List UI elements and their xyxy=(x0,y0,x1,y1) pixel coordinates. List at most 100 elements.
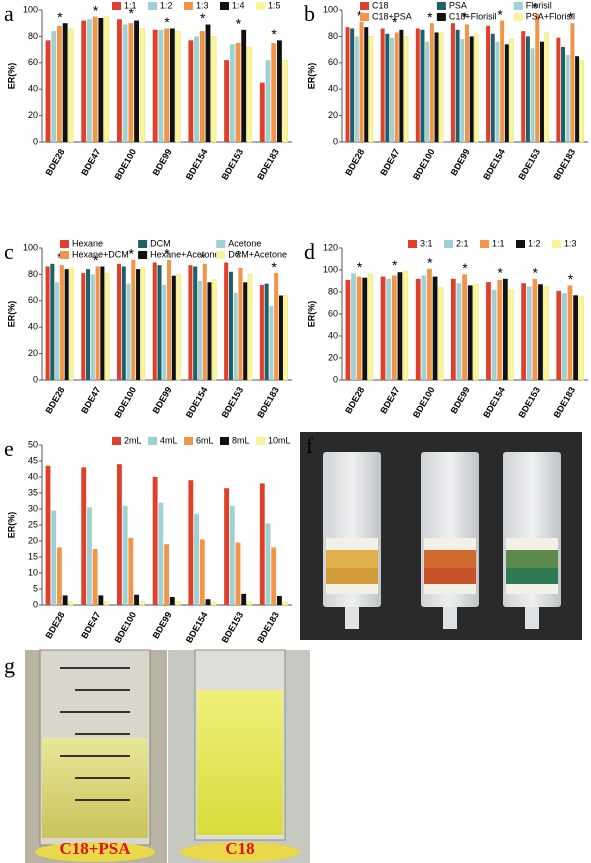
legend-swatch xyxy=(436,13,446,21)
annotation: * xyxy=(427,9,433,25)
bar xyxy=(211,36,217,143)
bar xyxy=(399,29,404,142)
legend-swatch xyxy=(216,251,226,259)
bar xyxy=(356,276,362,380)
legend-label: Hexane+Acetone xyxy=(150,249,219,259)
x-tick-label: BDE99 xyxy=(449,385,472,415)
y-axis-label: ER(%) xyxy=(6,63,16,90)
x-tick-label: BDE100 xyxy=(411,385,437,419)
bar xyxy=(90,274,95,380)
bar xyxy=(87,507,92,605)
y-tick-label: 20 xyxy=(328,352,338,362)
x-tick-label: BDE154 xyxy=(481,385,507,419)
y-tick-label: 0 xyxy=(33,374,38,384)
x-tick-label: BDE28 xyxy=(43,610,66,640)
y-tick-label: 40 xyxy=(28,84,38,94)
legend-swatch xyxy=(184,2,193,10)
bar xyxy=(205,599,211,605)
bar xyxy=(164,544,169,605)
legend-label: 1:2 xyxy=(160,0,173,10)
bar xyxy=(128,537,134,605)
legend-label: C18+Florisil xyxy=(449,11,497,21)
bar xyxy=(455,29,460,142)
bar xyxy=(95,266,100,380)
bar xyxy=(450,278,456,380)
bar xyxy=(157,265,162,380)
y-tick-label: 80 xyxy=(328,31,338,41)
panel-label: d xyxy=(304,239,315,264)
bar xyxy=(158,29,164,142)
bar xyxy=(140,267,146,381)
bar xyxy=(277,40,282,142)
y-tick-label: 100 xyxy=(23,4,38,14)
bar xyxy=(380,28,385,143)
legend-swatch xyxy=(148,2,157,10)
bar xyxy=(497,279,503,380)
bar xyxy=(277,596,282,605)
legend-swatch xyxy=(360,2,369,10)
bar xyxy=(233,292,238,380)
x-tick-label: BDE153 xyxy=(516,147,542,181)
bar xyxy=(271,43,277,142)
legend-swatch xyxy=(360,13,369,21)
bar xyxy=(247,274,253,381)
x-tick-label: BDE47 xyxy=(79,610,102,640)
bar xyxy=(122,24,128,142)
annotation: * xyxy=(200,10,206,26)
x-tick-label: BDE154 xyxy=(184,147,210,181)
panel-label: e xyxy=(4,436,14,461)
y-tick-label: 80 xyxy=(328,286,338,296)
annotation: * xyxy=(200,250,206,266)
legend-swatch xyxy=(138,240,148,248)
panel-label: b xyxy=(304,1,315,26)
legend-label: 1:5 xyxy=(268,0,281,10)
x-tick-label: BDE154 xyxy=(481,147,507,181)
legend-label: Hexane+DCM xyxy=(72,249,129,259)
bar xyxy=(573,295,579,380)
legend-label: PSA xyxy=(449,0,467,10)
y-tick-label: 35 xyxy=(28,487,38,497)
legend-swatch xyxy=(148,437,157,445)
x-tick-label: BDE153 xyxy=(220,610,246,644)
bar xyxy=(282,601,288,606)
bar xyxy=(367,274,374,381)
annotation: * xyxy=(392,257,398,273)
bar xyxy=(175,600,181,606)
bar xyxy=(57,25,62,143)
photo-caption: C18 xyxy=(225,839,254,858)
bar xyxy=(390,37,395,142)
legend-label: DCM+Acetone xyxy=(228,249,287,259)
legend-label: 1:1 xyxy=(492,238,505,248)
bar xyxy=(579,59,585,143)
bar xyxy=(386,278,392,380)
bar xyxy=(57,547,62,605)
bar xyxy=(175,30,181,143)
bar xyxy=(543,286,549,381)
bar xyxy=(465,24,469,142)
bar xyxy=(429,23,434,143)
bar xyxy=(117,464,122,605)
x-tick-label: BDE28 xyxy=(343,385,366,415)
bar xyxy=(241,29,247,142)
bar xyxy=(469,36,474,142)
legend-label: 3:1 xyxy=(420,238,433,248)
x-tick-label: BDE100 xyxy=(411,147,437,181)
bar xyxy=(81,273,86,380)
bar xyxy=(134,20,139,143)
legend-label: Florisil xyxy=(526,0,552,10)
bar xyxy=(64,269,69,380)
bar xyxy=(86,269,91,380)
bar xyxy=(509,38,514,143)
annotation: * xyxy=(357,259,363,275)
bar xyxy=(345,27,350,142)
bar xyxy=(199,31,205,142)
legend-swatch xyxy=(60,251,69,259)
bar xyxy=(169,28,175,143)
bar xyxy=(139,601,145,606)
bar xyxy=(264,283,269,380)
bar xyxy=(134,594,139,605)
bar xyxy=(238,267,243,380)
bar xyxy=(380,276,386,380)
panel-label: f xyxy=(306,433,314,458)
